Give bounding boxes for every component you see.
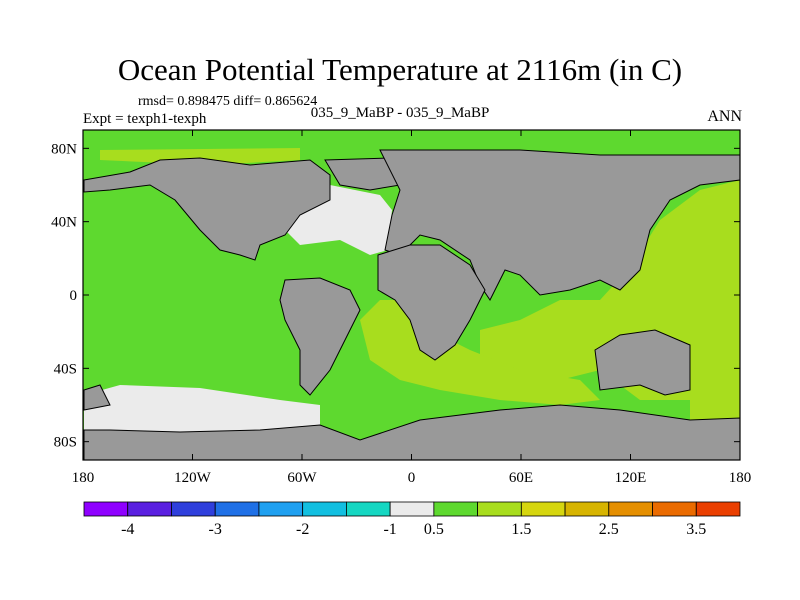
- colorbar-swatch: [608, 501, 653, 517]
- lat-tick-label: 0: [70, 288, 78, 304]
- colorbar-swatch: [258, 501, 304, 517]
- colorbar-swatch: [477, 501, 522, 517]
- colorbar-swatch: [171, 501, 216, 517]
- season-label: ANN: [707, 108, 742, 125]
- lon-tick-label: 60W: [287, 470, 317, 486]
- map-panel: [82, 129, 741, 461]
- colorbar-swatch: [127, 501, 172, 517]
- greenland: [324, 157, 401, 191]
- lon-tick-label: 0: [408, 470, 416, 486]
- lon-tick-label: 180: [729, 470, 752, 486]
- colorbar-swatch: [389, 501, 435, 517]
- colorbar-swatch: [695, 501, 741, 517]
- colorbar-label: 3.5: [686, 521, 706, 538]
- colorbar-swatch: [520, 501, 566, 517]
- north-america: [83, 157, 331, 261]
- lon-tick-label: 120E: [615, 470, 647, 486]
- australia: [594, 329, 691, 396]
- colorbar-swatch: [564, 501, 610, 517]
- lat-tick-label: 80S: [54, 435, 77, 451]
- map-title: Ocean Potential Temperature at 2116m (in…: [117, 52, 683, 87]
- lon-tick-label: 120W: [174, 470, 212, 486]
- lat-tick-label: 80N: [51, 141, 77, 157]
- colorbar-label: -2: [296, 521, 309, 538]
- colorbar: -4 -3 -2 -1 0.5 1.5 2.5 3.5: [83, 501, 741, 538]
- experiment-label: Expt = texph1-texph: [83, 111, 207, 127]
- lat-tick-label: 40N: [51, 215, 77, 231]
- colorbar-label: -1: [383, 521, 396, 538]
- south-america: [279, 277, 361, 396]
- comparison-label: 035_9_MaBP - 035_9_MaBP: [310, 105, 490, 121]
- arctic-warm-zone: [100, 148, 300, 165]
- southern-ocean-cold-zone: [84, 385, 320, 432]
- colorbar-swatch: [652, 501, 697, 517]
- colorbar-swatch: [302, 501, 347, 517]
- rmsd-diff-stats: rmsd= 0.898475 diff= 0.865624: [138, 94, 318, 109]
- latitude-axis: 80N 40N 0 40S 80S: [51, 141, 740, 451]
- colorbar-label: 1.5: [511, 521, 531, 538]
- longitude-axis: 180 120W 60W 0 60E 120E 180: [72, 130, 752, 486]
- colorbar-swatch: [345, 501, 391, 517]
- lon-tick-label: 180: [72, 470, 95, 486]
- lat-tick-label: 40S: [54, 361, 77, 377]
- colorbar-label: 2.5: [599, 521, 619, 538]
- colorbar-swatch: [214, 501, 260, 517]
- africa: [377, 244, 486, 361]
- colorbar-swatch: [433, 501, 479, 517]
- west-antarctic-bump: [83, 384, 111, 411]
- colorbar-label: -3: [209, 521, 222, 538]
- colorbar-label: -4: [121, 521, 134, 538]
- pacific-equatorial-warm-zone: [84, 215, 180, 280]
- colorbar-label: 0.5: [424, 521, 444, 538]
- colorbar-swatch: [83, 501, 129, 517]
- lon-tick-label: 60E: [509, 470, 533, 486]
